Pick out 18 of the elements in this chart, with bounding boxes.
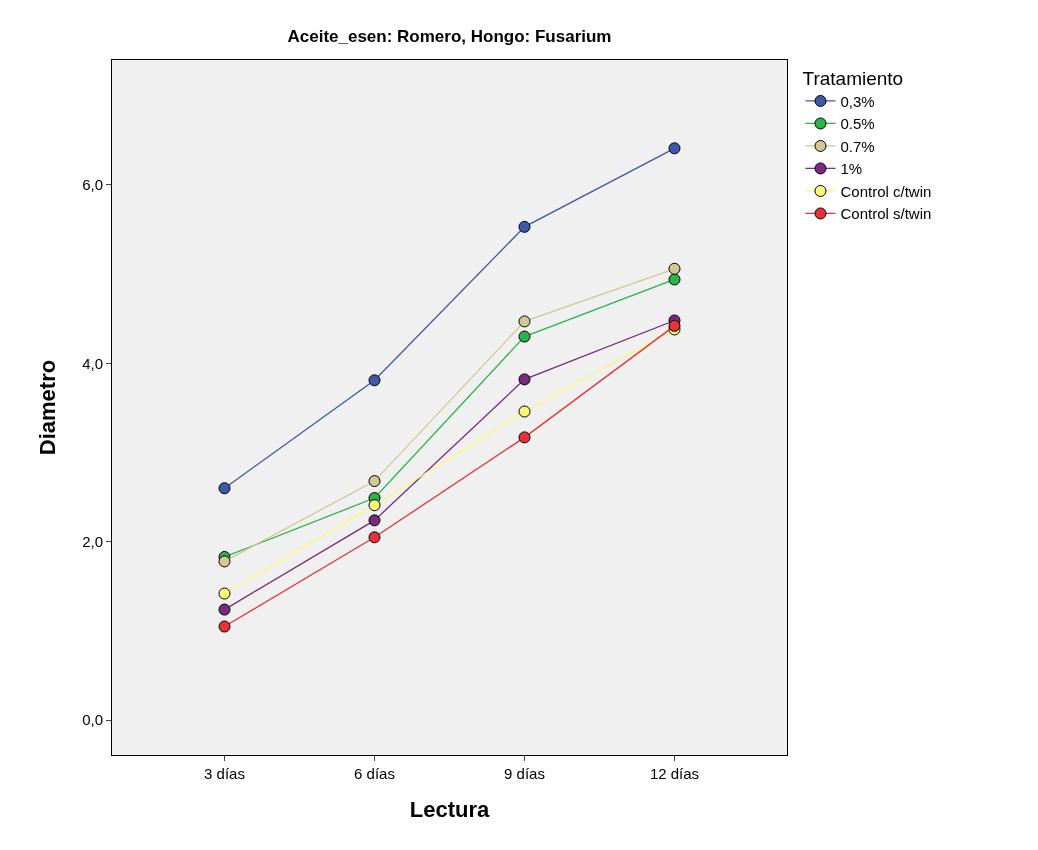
x-tick-label: 6 días <box>354 765 395 782</box>
x-axis-title: Lectura <box>409 796 490 822</box>
y-tick-label: 2,0 <box>82 533 103 551</box>
x-tick-label: 9 días <box>504 765 545 782</box>
y-axis-title: Diametro <box>34 359 60 456</box>
legend-label: Control c/twin <box>840 182 932 200</box>
legend-label: 0,3% <box>840 92 875 110</box>
legend-label: 0.5% <box>840 115 875 133</box>
legend-label: Control s/twin <box>840 205 932 223</box>
y-tick-label: 4,0 <box>82 354 103 372</box>
y-tick-label: 6,0 <box>82 176 103 194</box>
legend-label: 0.7% <box>840 137 875 155</box>
chart-title: Aceite_esen: Romero, Hongo: Fusarium <box>287 26 612 46</box>
x-tick-label: 12 días <box>649 765 700 782</box>
legend-title: Tratamiento <box>802 67 904 89</box>
x-tick-label: 3 días <box>204 765 245 782</box>
legend-label: 1% <box>840 160 863 178</box>
y-tick-label: 0,0 <box>82 711 103 729</box>
